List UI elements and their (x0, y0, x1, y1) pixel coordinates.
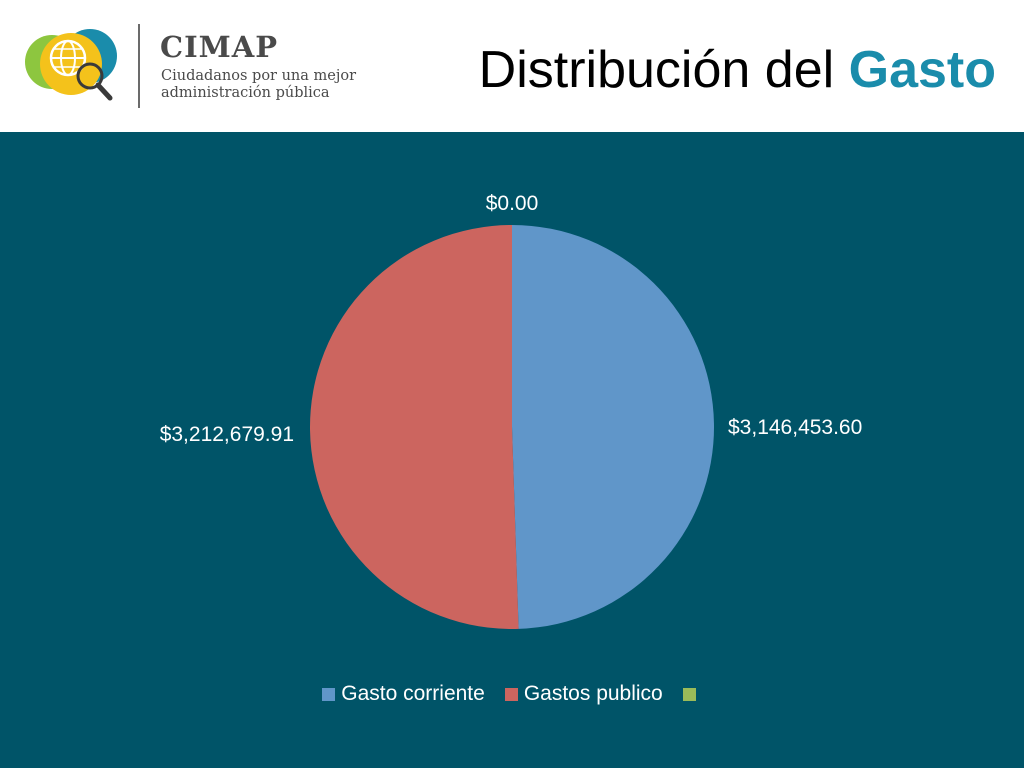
legend-item-0: Gasto corriente (322, 682, 485, 706)
legend-label-0: Gasto corriente (341, 682, 485, 705)
pie-chart: $3,146,453.60 $3,212,679.91 $0.00 (160, 192, 862, 629)
legend-label-1: Gastos publico (523, 682, 663, 705)
brand-name: CIMAP (160, 30, 279, 64)
page-title: Distribución del Gasto (479, 40, 996, 100)
header: CIMAP Ciudadanos por una mejor administr… (0, 0, 1024, 132)
legend-swatch-1 (504, 687, 518, 701)
title-accent: Gasto (848, 41, 996, 99)
data-label-0: $3,146,453.60 (728, 416, 862, 439)
cimap-logo-icon (25, 29, 117, 101)
legend-item-2 (682, 687, 702, 701)
data-label-1: $3,212,679.91 (160, 423, 294, 446)
legend-item-1: Gastos publico (504, 682, 663, 706)
data-label-2: $0.00 (486, 192, 539, 215)
legend-swatch-0 (322, 687, 336, 701)
pie-slice-1 (309, 225, 519, 629)
legend-swatch-2 (682, 687, 696, 701)
chart-panel: $3,146,453.60 $3,212,679.91 $0.00 Gasto co… (0, 132, 1024, 768)
pie-slice-0 (512, 225, 714, 629)
brand-tagline: Ciudadanos por una mejor administración … (161, 68, 357, 101)
chart-legend: Gasto corriente Gastos publico (0, 682, 1024, 706)
title-main: Distribución del (478, 41, 835, 99)
logo-divider (138, 24, 140, 108)
